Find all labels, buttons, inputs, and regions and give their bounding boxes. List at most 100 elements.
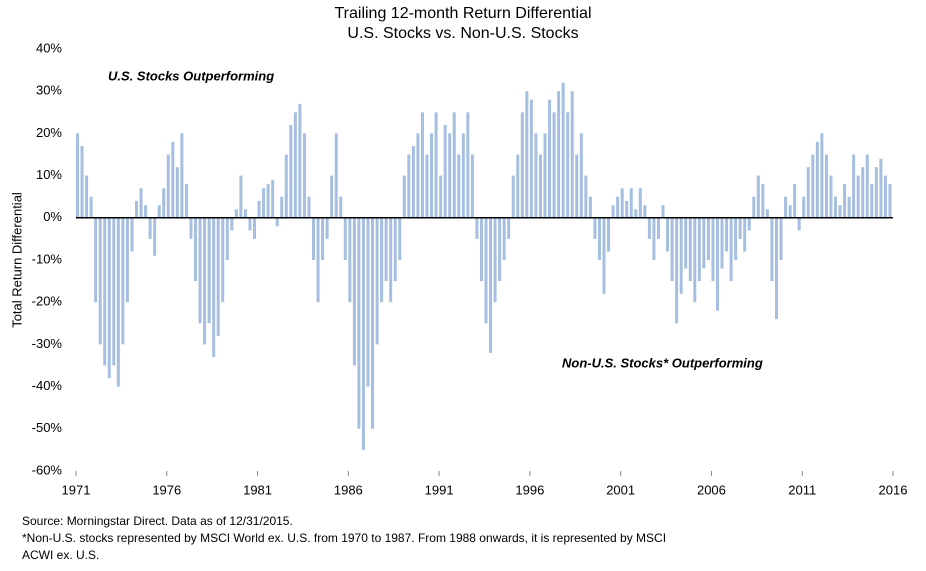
x-tick-label: 1996: [515, 482, 544, 497]
bar: [389, 217, 393, 303]
bar: [116, 217, 120, 387]
bar: [588, 196, 592, 218]
bar: [416, 133, 420, 218]
bar: [375, 217, 379, 345]
bar: [811, 154, 815, 218]
bar: [198, 217, 202, 324]
bar: [670, 217, 674, 282]
bar: [430, 133, 434, 218]
y-tick-label: -10%: [32, 251, 63, 266]
bar: [656, 217, 660, 239]
bar: [334, 133, 338, 218]
bar: [448, 133, 452, 218]
bar: [153, 217, 157, 256]
y-tick-label: -40%: [32, 378, 63, 393]
bar: [684, 217, 688, 269]
x-tick-label: 2001: [606, 482, 635, 497]
bar: [566, 112, 570, 218]
bar: [216, 217, 220, 336]
bar: [738, 217, 742, 239]
bar: [76, 133, 79, 218]
bar: [312, 217, 316, 260]
bar: [815, 141, 819, 218]
y-tick-label: -50%: [32, 420, 63, 435]
bar: [221, 217, 225, 303]
bar: [493, 217, 497, 303]
bar: [883, 175, 887, 218]
bar: [130, 217, 134, 252]
chart-subtitle: U.S. Stocks vs. Non-U.S. Stocks: [347, 25, 578, 42]
bar: [602, 217, 606, 294]
bar: [489, 217, 493, 353]
bar: [498, 217, 502, 282]
bar: [280, 196, 284, 218]
bar: [734, 217, 738, 260]
bar: [94, 217, 98, 303]
bar: [316, 217, 320, 303]
bar: [765, 209, 769, 218]
y-axis-label: Total Return Differential: [9, 192, 24, 328]
bar: [538, 154, 542, 218]
bar: [352, 217, 356, 366]
bar: [511, 175, 515, 218]
bar: [230, 217, 234, 231]
bar: [879, 158, 883, 218]
bar: [139, 188, 143, 218]
bar: [720, 217, 724, 269]
bar: [398, 217, 402, 260]
bar: [207, 217, 211, 324]
footnote: *Non-U.S. stocks represented by MSCI Wor…: [22, 531, 666, 545]
bar: [516, 154, 520, 218]
bar: [470, 154, 474, 218]
bar: [121, 217, 125, 345]
bar: [675, 217, 679, 324]
bar: [103, 217, 107, 366]
bar: [824, 154, 828, 218]
bar: [98, 217, 102, 345]
bar: [852, 154, 856, 218]
bar: [806, 167, 810, 218]
bar: [843, 184, 847, 218]
bar: [243, 209, 247, 218]
bar: [298, 103, 302, 218]
bar: [271, 179, 275, 218]
bar: [597, 217, 601, 260]
bar: [529, 99, 533, 218]
x-tick-label: 1976: [152, 482, 181, 497]
bar: [434, 112, 438, 218]
y-tick-label: 30%: [36, 83, 62, 98]
bar: [706, 217, 710, 260]
bar: [366, 217, 370, 387]
bar: [634, 209, 638, 218]
bar: [166, 154, 170, 218]
bar: [607, 217, 611, 252]
bar: [552, 112, 556, 218]
bar: [380, 217, 384, 303]
bar: [616, 196, 620, 218]
x-tick-label: 1991: [425, 482, 454, 497]
bar: [861, 167, 865, 218]
bar: [85, 175, 89, 218]
x-tick-label: 2006: [697, 482, 726, 497]
bar: [856, 175, 860, 218]
x-tick-label: 1986: [334, 482, 363, 497]
bar: [361, 217, 365, 450]
bar: [125, 217, 129, 303]
bar: [611, 205, 615, 218]
bar: [80, 146, 84, 218]
bar: [693, 217, 697, 303]
bar: [212, 217, 216, 358]
bar: [184, 184, 188, 218]
bar: [475, 217, 479, 239]
bar: [593, 217, 597, 239]
bar: [107, 217, 111, 379]
bar: [234, 209, 238, 218]
bar: [289, 124, 293, 218]
chart-title: Trailing 12-month Return Differential: [334, 5, 591, 22]
bar: [253, 217, 257, 239]
y-tick-label: -30%: [32, 336, 63, 351]
bar: [148, 217, 152, 239]
bar: [561, 82, 565, 218]
bar: [534, 133, 538, 218]
bar: [702, 217, 706, 269]
